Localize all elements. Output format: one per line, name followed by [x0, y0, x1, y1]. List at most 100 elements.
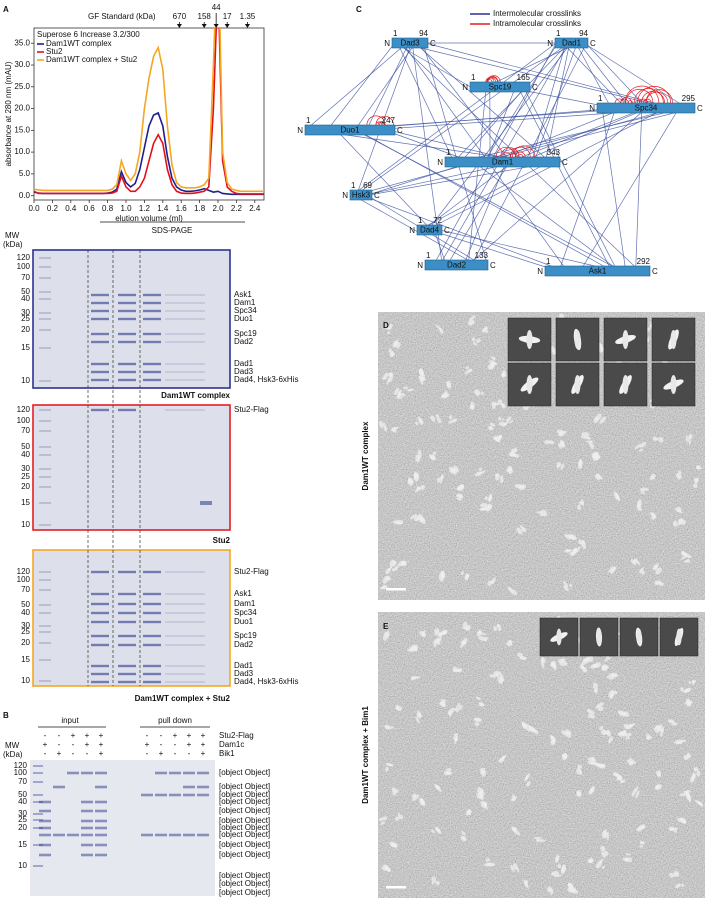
residue-end: 295 [682, 94, 696, 103]
particle [436, 477, 441, 484]
sign: + [173, 731, 178, 740]
particle [394, 565, 399, 571]
particle [639, 488, 646, 492]
particle [497, 399, 503, 405]
protein-node [424, 259, 489, 271]
protein-label: Spc34 [234, 608, 257, 617]
protein-label: [object Object] [219, 840, 270, 849]
x-tick-label: 1.2 [139, 204, 151, 213]
particle [560, 440, 565, 447]
gel-band [183, 833, 195, 837]
particle [397, 392, 402, 398]
particle [501, 403, 505, 407]
gel-band [165, 665, 205, 667]
particle [569, 583, 573, 588]
crosslink [486, 86, 516, 163]
particle [673, 522, 678, 527]
particle [588, 655, 594, 662]
particle [454, 707, 459, 712]
particle [638, 567, 645, 573]
gel-band [95, 809, 107, 813]
intra-crosslink [495, 146, 516, 158]
gel-band [91, 634, 109, 638]
particle [410, 647, 419, 652]
particle [546, 886, 551, 893]
particle [616, 776, 623, 782]
particle [658, 436, 664, 443]
particle [613, 491, 619, 500]
gel-band [81, 853, 93, 857]
particle [533, 836, 543, 840]
crosslink [467, 86, 487, 266]
class-density [670, 330, 677, 349]
protein-label: [object Object] [219, 816, 270, 825]
class-density [596, 628, 602, 646]
gel-band [155, 793, 167, 797]
particle [594, 454, 599, 461]
gel-band [143, 332, 161, 336]
crosslink [394, 42, 471, 88]
particle [552, 662, 557, 671]
row-label: Dam1c [219, 740, 244, 749]
gel-band [197, 793, 209, 797]
crosslink-group [305, 42, 694, 272]
particle [686, 559, 691, 563]
particle [625, 853, 631, 856]
intra-crosslink [633, 88, 664, 104]
particle [460, 835, 467, 842]
particle [589, 761, 598, 766]
particle [673, 829, 678, 833]
particle [477, 629, 481, 634]
particle [608, 736, 613, 744]
gel-band [95, 819, 107, 823]
particle [381, 866, 386, 871]
crosslink [352, 194, 477, 266]
crosslink [517, 86, 613, 272]
particle [446, 381, 449, 387]
particle [590, 444, 595, 450]
crosslink [480, 107, 694, 163]
protein-node [469, 81, 531, 93]
gel-band [81, 809, 93, 813]
particle [673, 741, 683, 745]
particle [506, 416, 512, 422]
crosslink [508, 107, 646, 163]
gel-band [118, 317, 136, 321]
particle [606, 675, 615, 680]
gel-band [165, 341, 205, 343]
panel-label: C [356, 5, 362, 14]
particle [579, 769, 583, 775]
particle [557, 864, 562, 869]
gel-band [165, 644, 205, 646]
ladder-band [33, 865, 43, 867]
c-terminus: C [490, 261, 496, 270]
sign: + [187, 731, 192, 740]
class-density [526, 330, 533, 349]
gel-band [143, 340, 161, 344]
gel-band [143, 301, 161, 305]
mw-label: 15 [18, 840, 27, 849]
particle [422, 632, 426, 638]
gel-band [39, 833, 51, 837]
intra-crosslink [509, 153, 517, 158]
particle [599, 416, 607, 424]
ladder-band [33, 765, 43, 767]
panel-label: A [3, 5, 9, 14]
particle [587, 756, 595, 760]
ladder-band [39, 318, 51, 320]
crosslink [453, 42, 569, 163]
particle [676, 883, 681, 888]
gf-arrow-head [213, 24, 219, 28]
particle [438, 632, 442, 641]
particle [500, 475, 504, 484]
sign: - [58, 731, 61, 740]
particle [383, 864, 391, 872]
particle [569, 551, 575, 556]
crosslink [414, 42, 551, 163]
crosslink [521, 107, 649, 163]
gf-arrow-head [176, 24, 182, 28]
protein-label: [object Object] [219, 830, 270, 839]
particle [479, 502, 488, 508]
sign: - [160, 740, 163, 749]
x-axis-label: elution volume (ml) [115, 214, 183, 223]
